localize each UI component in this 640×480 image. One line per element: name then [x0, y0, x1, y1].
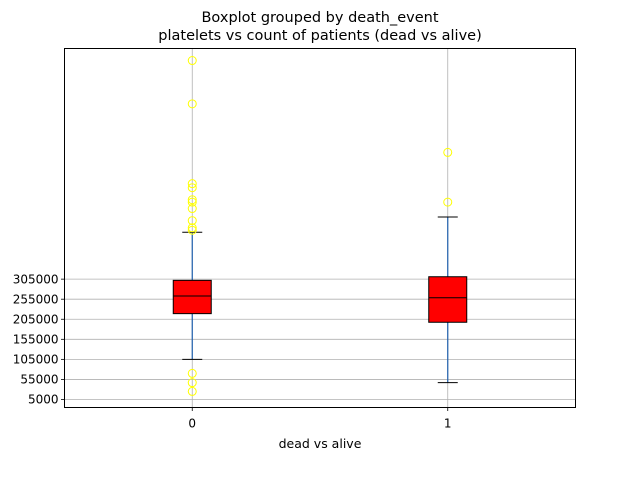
- y-tick-label: 305000: [13, 272, 59, 286]
- outlier-point: [187, 368, 197, 378]
- chart-subtitle: platelets vs count of patients (dead vs …: [158, 28, 481, 44]
- box-group-1: [428, 147, 468, 384]
- outlier-point: [187, 99, 197, 109]
- outlier-point: [187, 216, 197, 226]
- y-tick-label: 55000: [20, 373, 58, 387]
- outlier-point: [187, 223, 197, 233]
- outlier-point: [187, 225, 197, 235]
- outlier-point: [187, 197, 197, 207]
- plot-frame: [64, 48, 576, 408]
- y-tick-label: 255000: [13, 292, 59, 306]
- box-group-0: [172, 56, 212, 396]
- y-tick-label: 5000: [28, 393, 59, 407]
- grid-lines: [64, 48, 576, 408]
- outlier-point: [187, 183, 197, 193]
- x-tick-label: 0: [188, 417, 196, 431]
- box-iqr: [428, 276, 468, 323]
- outlier-point: [187, 386, 197, 396]
- chart-title: Boxplot grouped by death_event: [201, 10, 438, 26]
- y-tick-label: 155000: [13, 333, 59, 347]
- x-tick-label: 1: [444, 417, 452, 431]
- y-tick-label: 205000: [13, 312, 59, 326]
- y-axis-ticks: 5000 55000 105000 155000 205000 255000 305000: [13, 272, 65, 407]
- outlier-point: [187, 179, 197, 189]
- x-axis-label: dead vs alive: [279, 436, 362, 451]
- outlier-point: [443, 147, 453, 157]
- y-tick-label: 105000: [13, 353, 59, 367]
- outlier-point: [187, 195, 197, 205]
- outlier-point: [187, 56, 197, 66]
- outlier-point: [443, 197, 453, 207]
- outlier-point: [187, 204, 197, 214]
- box-series: [172, 56, 468, 396]
- outlier-point: [187, 378, 197, 388]
- box-iqr: [172, 279, 212, 315]
